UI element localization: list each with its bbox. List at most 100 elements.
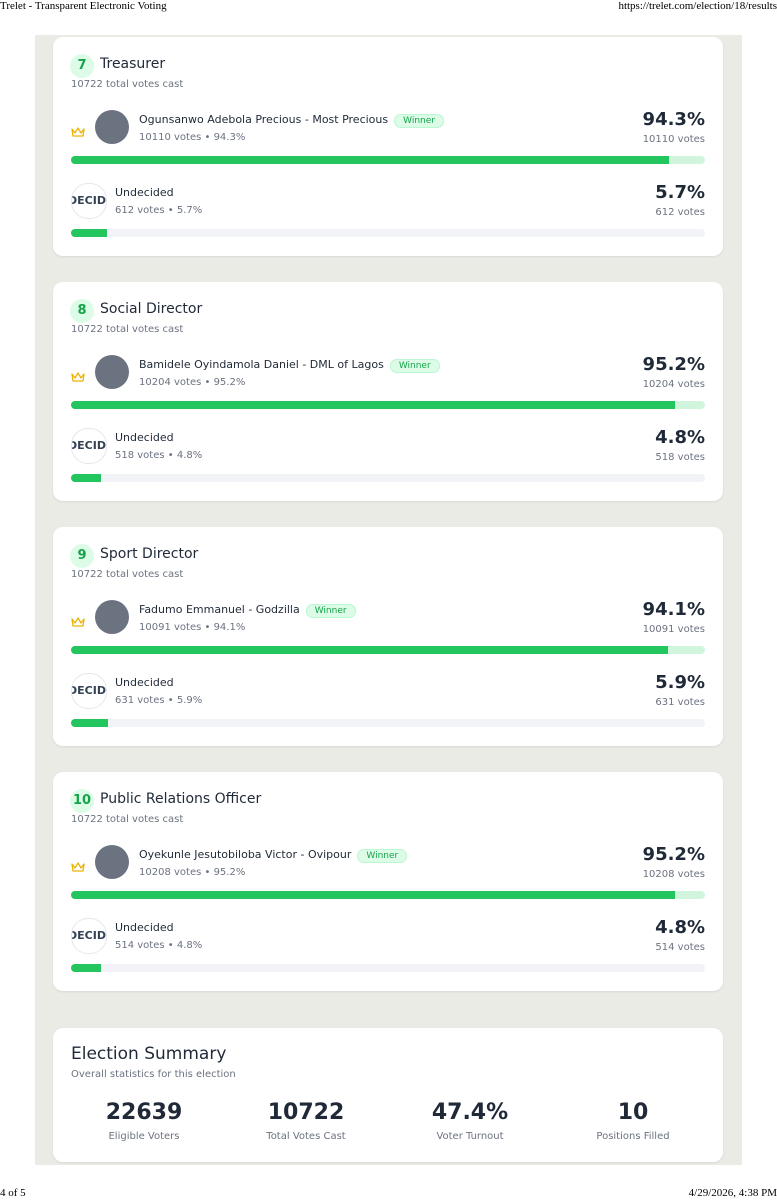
total-votes: 10722 total votes cast — [71, 814, 184, 825]
candidate-name: Bamidele Oyindamola Daniel - DML of Lago… — [139, 358, 440, 373]
progress-track — [71, 646, 705, 654]
winner-badge: Winner — [394, 114, 444, 128]
position-number: 7 — [70, 54, 94, 78]
progress-track — [71, 156, 705, 164]
progress-track — [71, 719, 705, 727]
avatar — [95, 845, 129, 879]
winner-badge: Winner — [357, 849, 408, 863]
avatar — [95, 355, 129, 389]
vote-count: 10110 votes — [642, 134, 705, 145]
stat-label: Eligible Voters — [108, 1131, 180, 1142]
vote-count: 10091 votes — [642, 624, 705, 635]
candidate-meta: 518 votes • 4.8% — [115, 450, 203, 461]
percent: 95.2% — [642, 844, 705, 865]
name-text: Undecided — [115, 186, 174, 199]
percent: 4.8% — [655, 917, 705, 938]
position-title: Treasurer — [100, 56, 166, 72]
progress-track — [71, 229, 705, 237]
stat-value: 47.4% — [431, 1100, 509, 1125]
position-number: 8 — [70, 299, 94, 323]
candidate-meta: 10204 votes • 95.2% — [139, 377, 246, 388]
avatar-text: DECID — [71, 684, 106, 697]
position-card: 9 Sport Director 10722 total votes cast Fad… — [53, 527, 723, 746]
progress-bar — [71, 401, 675, 409]
stat-value: 22639 — [105, 1100, 183, 1125]
crown-icon — [71, 858, 85, 877]
stat-label: Positions Filled — [596, 1131, 670, 1142]
progress-track — [71, 891, 705, 899]
candidate-meta: 514 votes • 4.8% — [115, 940, 203, 951]
candidate-meta: 612 votes • 5.7% — [115, 205, 203, 216]
percent: 5.7% — [655, 182, 705, 203]
winner-badge: Winner — [305, 604, 356, 618]
percent: 4.8% — [655, 427, 705, 448]
avatar-text: DECID — [71, 929, 106, 942]
progress-track — [71, 474, 705, 482]
candidate-name: Undecided — [115, 186, 174, 199]
candidate-name: Undecided — [115, 431, 174, 444]
vote-count: 10204 votes — [642, 379, 705, 390]
avatar: DECID — [71, 183, 107, 219]
candidate-meta: 10208 votes • 95.2% — [139, 867, 246, 878]
winner-badge: Winner — [389, 359, 440, 373]
percent: 94.1% — [642, 599, 705, 620]
stat-label: Total Votes Cast — [266, 1131, 346, 1142]
avatar-text: DECID — [71, 439, 106, 452]
candidate-meta: 10091 votes • 94.1% — [139, 622, 246, 633]
position-number: 9 — [70, 544, 94, 568]
crown-icon — [71, 123, 85, 142]
candidate-name: Ogunsanwo Adebola Precious - Most Precio… — [139, 113, 444, 128]
progress-bar — [71, 964, 102, 972]
total-votes: 10722 total votes cast — [71, 79, 184, 90]
browser-title: Trelet - Transparent Electronic Voting — [0, 0, 167, 12]
candidate-meta: 10110 votes • 94.3% — [139, 132, 246, 143]
page-number: 4 of 5 — [0, 1187, 26, 1199]
stat-value: 10722 — [267, 1100, 345, 1125]
name-text: Bamidele Oyindamola Daniel - DML of Lago… — [139, 358, 384, 371]
avatar: DECID — [71, 918, 107, 954]
percent: 5.9% — [655, 672, 705, 693]
progress-bar — [71, 891, 675, 899]
summary-title: Election Summary — [71, 1044, 227, 1064]
position-card: 8 Social Director 10722 total votes cast Ba… — [53, 282, 723, 501]
summary-card: Election Summary Overall statistics for t… — [53, 1028, 723, 1162]
stat-value: 10 — [617, 1100, 649, 1125]
avatar — [95, 110, 129, 144]
vote-count: 10208 votes — [642, 869, 705, 880]
candidate-name: Oyekunle Jesutobiloba Victor - Ovipour Wi… — [139, 848, 408, 863]
avatar: DECID — [71, 673, 107, 709]
position-title: Sport Director — [100, 546, 199, 562]
progress-bar — [71, 474, 102, 482]
position-title: Public Relations Officer — [100, 791, 262, 807]
timestamp: 4/29/2026, 4:38 PM — [688, 1187, 777, 1199]
progress-track — [71, 964, 705, 972]
vote-count: 518 votes — [655, 452, 705, 463]
vote-count: 631 votes — [655, 697, 705, 708]
progress-bar — [71, 719, 109, 727]
avatar — [95, 600, 129, 634]
progress-bar — [71, 646, 668, 654]
name-text: Undecided — [115, 676, 174, 689]
name-text: Fadumo Emmanuel - Godzilla — [139, 603, 300, 616]
avatar-text: DECID — [71, 194, 106, 207]
position-number: 10 — [70, 789, 94, 813]
crown-icon — [71, 368, 85, 387]
candidate-name: Undecided — [115, 676, 174, 689]
total-votes: 10722 total votes cast — [71, 324, 184, 335]
percent: 95.2% — [642, 354, 705, 375]
avatar: DECID — [71, 428, 107, 464]
name-text: Undecided — [115, 921, 174, 934]
vote-count: 612 votes — [655, 207, 705, 218]
browser-url: https://trelet.com/election/18/results — [618, 0, 777, 12]
percent: 94.3% — [642, 109, 705, 130]
position-card: 10 Public Relations Officer 10722 total vo… — [53, 772, 723, 991]
stat-label: Voter Turnout — [436, 1131, 504, 1142]
name-text: Oyekunle Jesutobiloba Victor - Ovipour — [139, 848, 352, 861]
crown-icon — [71, 613, 85, 632]
position-title: Social Director — [100, 301, 203, 317]
summary-subtitle: Overall statistics for this election — [71, 1069, 236, 1080]
progress-bar — [71, 156, 669, 164]
total-votes: 10722 total votes cast — [71, 569, 184, 580]
progress-track — [71, 401, 705, 409]
